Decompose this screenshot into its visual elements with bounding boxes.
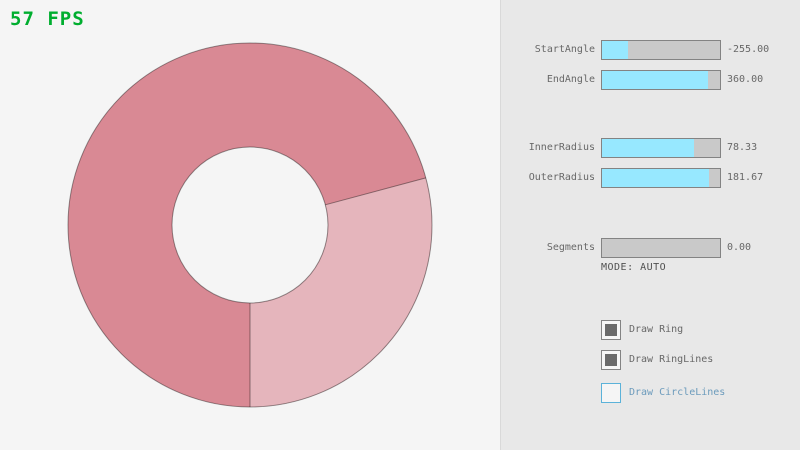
- check-mark: [605, 324, 617, 336]
- segments-slider[interactable]: [601, 238, 721, 258]
- checkbox-draw-ring[interactable]: Draw Ring: [501, 320, 800, 340]
- ring-outer-outline: [67, 42, 433, 408]
- slider-value: 0.00: [727, 242, 752, 253]
- ring-start-line: [325, 177, 426, 206]
- checkbox-label: Draw RingLines: [629, 354, 714, 365]
- slider-label: InnerRadius: [528, 142, 595, 153]
- checkbox-draw-circle-lines[interactable]: Draw CircleLines: [501, 383, 800, 403]
- slider-row-inner-radius: InnerRadius 78.33: [501, 138, 800, 158]
- slider-fill: [602, 41, 628, 59]
- check-mark: [605, 354, 617, 366]
- checkbox-box[interactable]: [601, 320, 621, 340]
- checkbox-box[interactable]: [601, 383, 621, 403]
- slider-label: StartAngle: [534, 44, 595, 55]
- fps-counter: 57 FPS: [10, 8, 85, 30]
- inner-radius-slider[interactable]: [601, 138, 721, 158]
- ring-canvas: [67, 42, 433, 408]
- slider-fill: [602, 169, 710, 187]
- slider-row-start-angle: StartAngle -255.00: [501, 40, 800, 60]
- slider-label: Segments: [546, 242, 595, 253]
- start-angle-slider[interactable]: [601, 40, 721, 60]
- outer-radius-slider[interactable]: [601, 168, 721, 188]
- controls-panel: StartAngle -255.00 EndAngle 360.00 Inner…: [500, 0, 800, 450]
- slider-fill: [602, 139, 695, 157]
- slider-row-segments: Segments 0.00: [501, 238, 800, 258]
- slider-fill: [602, 71, 709, 89]
- slider-row-end-angle: EndAngle 360.00: [501, 70, 800, 90]
- ring-inner-outline: [171, 146, 329, 304]
- end-angle-slider[interactable]: [601, 70, 721, 90]
- slider-label: OuterRadius: [528, 172, 595, 183]
- slider-row-outer-radius: OuterRadius 181.67: [501, 168, 800, 188]
- slider-value: 181.67: [727, 172, 764, 183]
- slider-value: 360.00: [727, 74, 764, 85]
- checkbox-label: Draw CircleLines: [629, 387, 726, 398]
- checkbox-box[interactable]: [601, 350, 621, 370]
- checkbox-draw-ring-lines[interactable]: Draw RingLines: [501, 350, 800, 370]
- checkbox-label: Draw Ring: [629, 324, 684, 335]
- slider-value: 78.33: [727, 142, 758, 153]
- slider-label: EndAngle: [546, 74, 595, 85]
- segments-mode-text: MODE: AUTO: [601, 262, 667, 273]
- slider-value: -255.00: [727, 44, 770, 55]
- ring-single-pass-sector: [250, 177, 433, 407]
